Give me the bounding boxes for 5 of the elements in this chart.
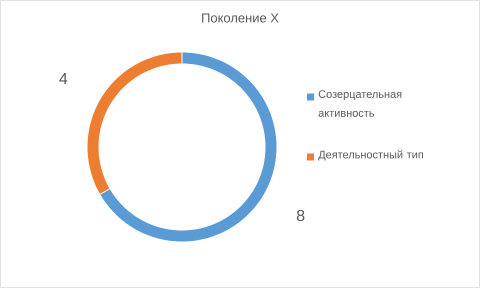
legend-label: Созерцательная активность <box>318 90 402 117</box>
chart-title: Поколение X <box>202 13 279 23</box>
legend-label: Деятельностный тип <box>318 150 424 161</box>
data-label: 4 <box>59 73 68 84</box>
data-label: 8 <box>296 210 304 222</box>
